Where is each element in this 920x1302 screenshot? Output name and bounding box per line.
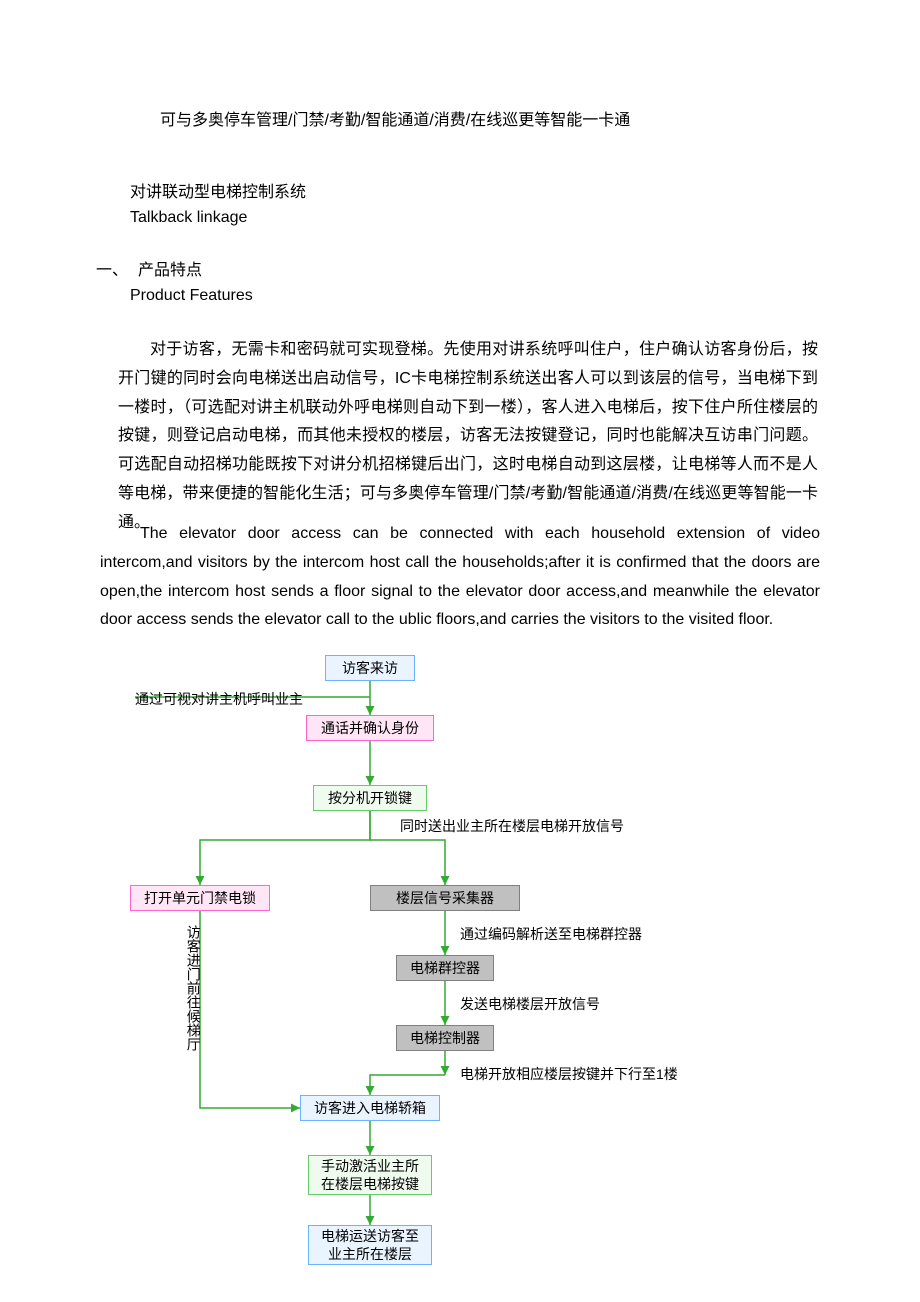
flow-node-n6: 电梯群控器 [396, 955, 494, 981]
section-cn: 产品特点 [138, 258, 202, 284]
flow-label-2: 通过编码解析送至电梯群控器 [460, 923, 642, 945]
flow-node-n2: 通话并确认身份 [306, 715, 434, 741]
flow-label-0: 通过可视对讲主机呼叫业主 [135, 688, 303, 710]
flow-node-n9: 手动激活业主所在楼层电梯按键 [308, 1155, 432, 1195]
paragraph-en: The elevator door access can be connecte… [100, 520, 820, 635]
flow-node-n5: 楼层信号采集器 [370, 885, 520, 911]
title-cn: 对讲联动型电梯控制系统 [130, 180, 306, 206]
page: 可与多奥停车管理/门禁/考勤/智能通道/消费/在线巡更等智能一卡通 对讲联动型电… [0, 0, 920, 1302]
section-number: 一、 [96, 258, 128, 284]
flow-node-n1: 访客来访 [325, 655, 415, 681]
flow-node-n4: 打开单元门禁电锁 [130, 885, 270, 911]
flow-node-n8: 访客进入电梯轿箱 [300, 1095, 440, 1121]
section-en: Product Features [130, 283, 253, 309]
top-line: 可与多奥停车管理/门禁/考勤/智能通道/消费/在线巡更等智能一卡通 [160, 108, 860, 134]
flow-node-n7: 电梯控制器 [396, 1025, 494, 1051]
flow-label-1: 同时送出业主所在楼层电梯开放信号 [400, 815, 624, 837]
flow-label-5: 访客进门前往候梯厅 [185, 925, 202, 1051]
flow-node-n3: 按分机开锁键 [313, 785, 427, 811]
flow-node-n10: 电梯运送访客至业主所在楼层 [308, 1225, 432, 1265]
paragraph-cn: 对于访客，无需卡和密码就可实现登梯。先使用对讲系统呼叫住户，住户确认访客身份后，… [118, 336, 818, 538]
flowchart: 访客来访通话并确认身份按分机开锁键打开单元门禁电锁 楼层信号采集器电梯群控器电梯控… [0, 655, 920, 1275]
title-en: Talkback linkage [130, 205, 247, 231]
flow-label-3: 发送电梯楼层开放信号 [460, 993, 600, 1015]
flow-label-4: 电梯开放相应楼层按键并下行至1楼 [460, 1063, 678, 1085]
